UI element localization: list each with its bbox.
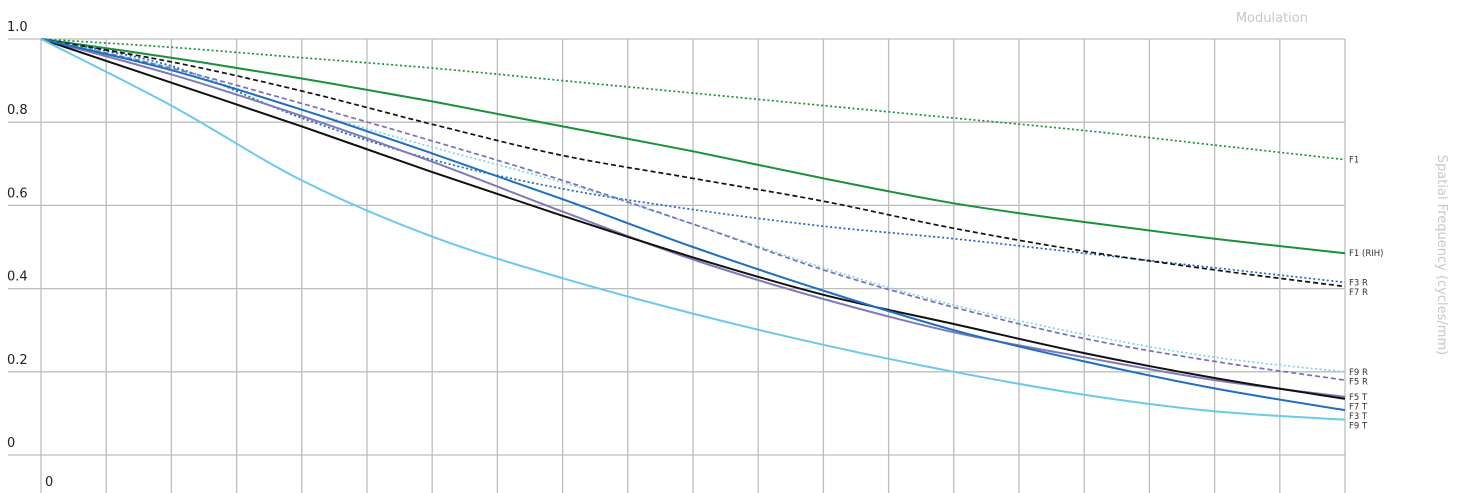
y-tick-label: 0.4 xyxy=(7,270,28,285)
plot-area xyxy=(40,38,1346,421)
series-line-f7-t xyxy=(40,38,1346,400)
series-label: F7 T xyxy=(1349,402,1368,412)
y-tick-label: 0 xyxy=(7,436,15,451)
y-tick-label: 1.0 xyxy=(7,20,28,35)
series-line-f5-r xyxy=(40,38,1346,381)
y-tick-label: 0.6 xyxy=(7,186,28,201)
series-label: F9 R xyxy=(1349,368,1368,378)
series-label: F1 xyxy=(1349,156,1359,166)
series-line-f7-r xyxy=(40,38,1346,288)
series-label: F3 T xyxy=(1349,412,1368,422)
series-line-f1 xyxy=(40,38,1346,161)
series-line-f9-t xyxy=(40,38,1346,421)
y-axis-title: Modulation xyxy=(1236,11,1308,26)
series-line-f1-rih xyxy=(40,38,1346,255)
series-label: F7 R xyxy=(1349,288,1368,298)
series-label: F9 T xyxy=(1349,421,1368,431)
series-label: F5 T xyxy=(1349,393,1368,403)
x-tick-label: 0 xyxy=(45,475,53,490)
x-axis-title: Spatial Frequency (cycles/mm) xyxy=(1434,155,1449,355)
grid xyxy=(8,38,1346,493)
series-label: F5 R xyxy=(1349,377,1368,387)
axis-ticks: 1.0 0.8 0.6 0.4 0.2 0 0 xyxy=(7,20,53,490)
series-line-f3-t xyxy=(40,38,1346,412)
series-labels: F1 F1 (RIH) F3 RF7 R F9 RF5 R F5 TF7 TF3 TF9… xyxy=(1349,156,1383,432)
y-tick-label: 0.2 xyxy=(7,353,28,368)
series-label: F3 R xyxy=(1349,278,1368,288)
series-line-f5-t xyxy=(40,38,1346,398)
series-label: F1 (RIH) xyxy=(1349,249,1383,259)
y-tick-label: 0.8 xyxy=(7,103,28,118)
series-line-f9-r xyxy=(40,38,1346,373)
